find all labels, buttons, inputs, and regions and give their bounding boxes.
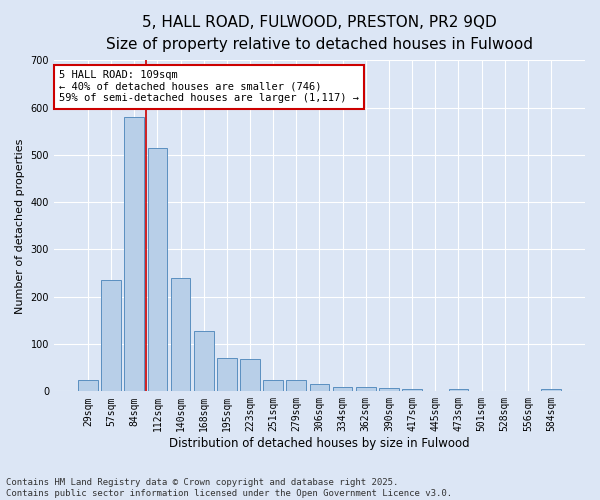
Bar	[78, 380, 98, 392]
Bar	[170, 278, 190, 392]
Bar	[310, 384, 329, 392]
Bar	[402, 389, 422, 392]
Text: Contains HM Land Registry data © Crown copyright and database right 2025.
Contai: Contains HM Land Registry data © Crown c…	[6, 478, 452, 498]
Bar	[148, 148, 167, 392]
Bar	[101, 280, 121, 392]
Text: 5 HALL ROAD: 109sqm
← 40% of detached houses are smaller (746)
59% of semi-detac: 5 HALL ROAD: 109sqm ← 40% of detached ho…	[59, 70, 359, 103]
X-axis label: Distribution of detached houses by size in Fulwood: Distribution of detached houses by size …	[169, 437, 470, 450]
Bar	[541, 389, 561, 392]
Bar	[449, 389, 468, 392]
Bar	[356, 386, 376, 392]
Bar	[194, 331, 214, 392]
Bar	[286, 380, 306, 392]
Bar	[333, 386, 352, 392]
Bar	[263, 380, 283, 392]
Title: 5, HALL ROAD, FULWOOD, PRESTON, PR2 9QD
Size of property relative to detached ho: 5, HALL ROAD, FULWOOD, PRESTON, PR2 9QD …	[106, 15, 533, 52]
Bar	[217, 358, 236, 392]
Y-axis label: Number of detached properties: Number of detached properties	[15, 138, 25, 314]
Bar	[379, 388, 399, 392]
Bar	[124, 117, 144, 392]
Bar	[240, 359, 260, 392]
